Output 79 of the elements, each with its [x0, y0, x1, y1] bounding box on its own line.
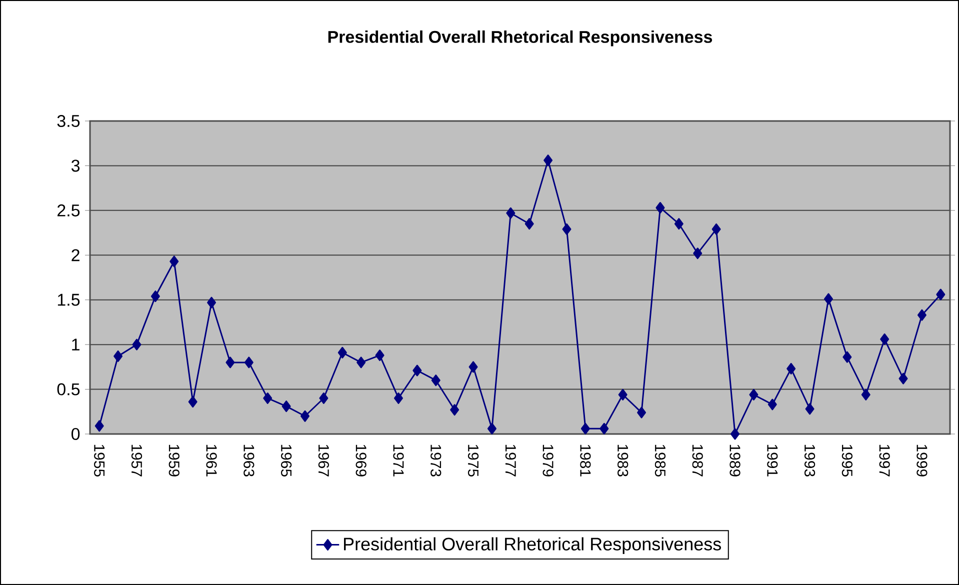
x-tick-label: 1993 — [804, 444, 816, 476]
point — [244, 356, 254, 368]
point — [170, 256, 179, 268]
y-tick-label: 2 — [72, 249, 80, 262]
x-tick-label: 1987 — [692, 444, 703, 476]
point — [487, 422, 496, 434]
x-tick-label: 1995 — [842, 444, 852, 476]
x-tick-label: 1965 — [281, 444, 292, 476]
x-tick-label: 1973 — [430, 444, 442, 476]
point — [375, 350, 384, 362]
point — [394, 392, 403, 404]
x-tick-label: 1977 — [505, 444, 516, 476]
point — [842, 351, 852, 363]
point — [749, 388, 758, 400]
point — [544, 154, 553, 166]
point — [356, 356, 366, 368]
y-tick-label: 2.5 — [58, 204, 80, 216]
point — [917, 309, 926, 321]
point — [188, 396, 198, 408]
point — [114, 350, 123, 362]
point — [637, 406, 646, 418]
point — [506, 207, 516, 219]
point — [412, 364, 422, 376]
point — [861, 388, 870, 400]
point — [693, 248, 702, 260]
point — [132, 338, 142, 350]
point — [936, 288, 946, 300]
x-tick-label: 1963 — [244, 444, 254, 476]
x-tick-label: 1983 — [618, 444, 628, 476]
x-tick-label: 1975 — [468, 444, 479, 476]
point — [319, 392, 328, 404]
point — [338, 346, 347, 358]
point — [898, 372, 908, 384]
point — [263, 392, 272, 404]
x-tick-label: 1979 — [542, 444, 554, 476]
point — [805, 403, 814, 415]
point — [580, 422, 590, 434]
point — [730, 428, 740, 440]
x-tick-label: 1991 — [767, 444, 778, 476]
point — [562, 223, 572, 235]
point — [150, 290, 160, 302]
legend-label: Presidential Overall Rhetorical Responsiveness — [344, 537, 721, 554]
x-tick-label: 1969 — [356, 444, 366, 476]
x-tick-label: 1999 — [916, 444, 928, 476]
point — [768, 398, 777, 410]
point — [656, 202, 665, 214]
x-tick-label: 1957 — [131, 444, 142, 476]
point — [226, 356, 235, 368]
point — [712, 223, 721, 235]
y-tick-label: 3 — [71, 160, 80, 172]
chart-title: Presidential Overall Rhetorical Responsiveness — [328, 30, 712, 46]
y-tick-label: 0 — [72, 428, 80, 440]
x-tick-label: 1961 — [206, 444, 217, 476]
x-tick-label: 1981 — [580, 444, 591, 476]
point — [786, 362, 796, 374]
point — [300, 410, 310, 422]
point — [674, 218, 684, 230]
point — [207, 296, 216, 308]
y-tick-label: 1.5 — [58, 294, 80, 306]
x-tick-label: 1955 — [94, 444, 105, 476]
point — [468, 361, 478, 373]
x-tick-label: 1985 — [654, 444, 666, 476]
point — [450, 404, 460, 416]
point — [824, 293, 833, 305]
x-tick-label: 1997 — [879, 444, 890, 476]
y-tick-label: 3.5 — [57, 114, 80, 128]
point — [282, 400, 291, 412]
point — [618, 388, 628, 400]
y-tick-label: 0.5 — [57, 383, 80, 396]
x-tick-label: 1959 — [168, 444, 180, 476]
x-tick-label: 1989 — [730, 444, 740, 476]
x-tick-label: 1971 — [393, 444, 404, 476]
point — [94, 420, 104, 432]
point — [600, 422, 609, 434]
x-tick-label: 1967 — [318, 444, 330, 476]
y-tick-label: 1 — [72, 338, 80, 350]
point — [880, 333, 890, 345]
point — [431, 374, 440, 386]
point — [524, 218, 534, 230]
